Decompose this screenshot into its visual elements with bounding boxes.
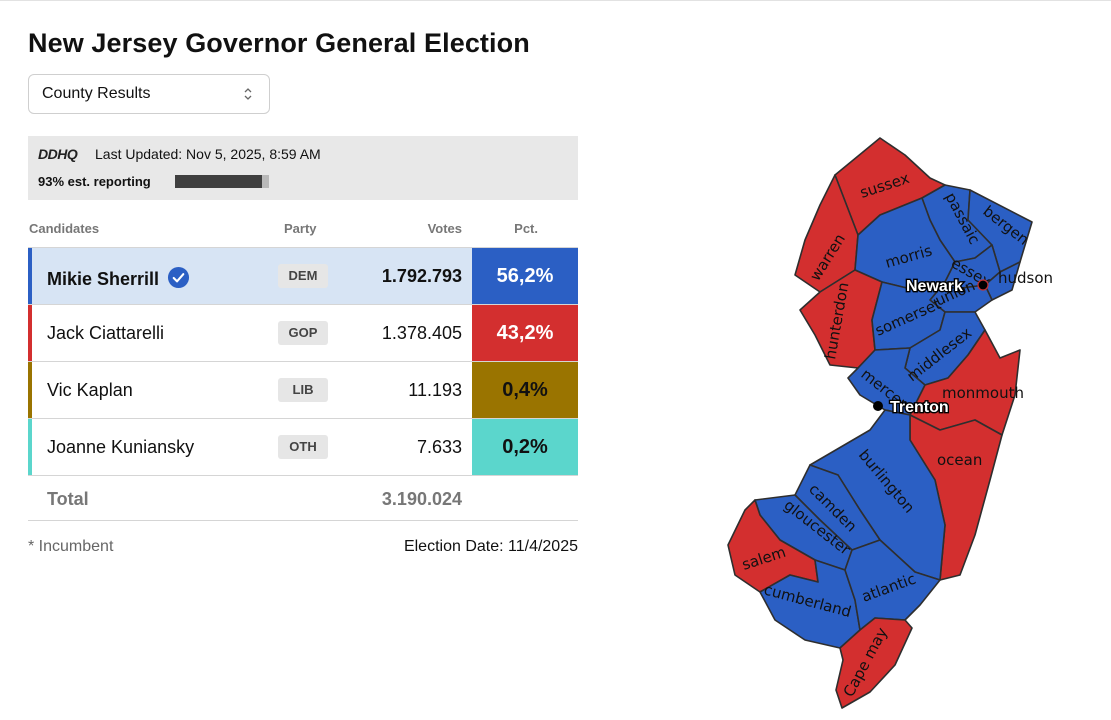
party-stripe <box>28 362 32 418</box>
header-pct: Pct. <box>514 221 538 236</box>
results-table: Candidates Party Votes Pct. Mikie Sherri… <box>28 210 578 521</box>
city-label-trenton: Trenton <box>890 399 949 416</box>
header-votes: Votes <box>427 221 462 236</box>
table-row[interactable]: Mikie Sherrill DEM 1.792.793 56,2% <box>28 247 578 304</box>
page-title: New Jersey Governor General Election <box>28 28 530 58</box>
candidate-name: Vic Kaplan <box>47 380 133 400</box>
candidate-name: Jack Ciattarelli <box>47 323 165 343</box>
table-row[interactable]: Joanne Kuniansky OTH 7.633 0,2% <box>28 418 578 475</box>
city-marker-newark <box>977 279 989 291</box>
incumbent-note: * Incumbent <box>28 538 114 555</box>
vote-percent: 0,2% <box>472 419 578 475</box>
party-badge: LIB <box>278 378 328 402</box>
county-cape-may[interactable] <box>835 617 913 709</box>
city-marker-trenton <box>873 401 883 411</box>
county-label: hudson <box>998 269 1053 287</box>
party-stripe <box>28 248 32 304</box>
county-atlantic[interactable] <box>844 539 941 631</box>
total-label: Total <box>47 489 89 509</box>
county-label: monmouth <box>942 384 1024 402</box>
vote-count: 1.792.793 <box>381 266 462 286</box>
last-updated: Last Updated: Nov 5, 2025, 8:59 AM <box>95 146 321 162</box>
vote-count: 11.193 <box>408 380 462 400</box>
county-map: sussex passaic bergen warren morris esse… <box>727 137 1053 709</box>
view-select-value: County Results <box>42 85 151 102</box>
county-label: ocean <box>937 451 982 469</box>
vote-percent: 43,2% <box>472 305 578 361</box>
table-row[interactable]: Vic Kaplan LIB 11.193 0,4% <box>28 361 578 418</box>
party-stripe <box>28 419 32 475</box>
ddhq-logo: DDHQ <box>38 146 78 162</box>
city-label-newark: Newark <box>906 278 963 295</box>
party-badge: GOP <box>278 321 328 345</box>
total-votes: 3.190.024 <box>381 489 462 509</box>
party-badge: OTH <box>278 435 328 459</box>
table-row[interactable]: Jack Ciattarelli GOP 1.378.405 43,2% <box>28 304 578 361</box>
update-panel: DDHQ Last Updated: Nov 5, 2025, 8:59 AM … <box>28 136 578 200</box>
total-row: Total 3.190.024 <box>28 475 578 521</box>
header-candidates: Candidates <box>29 221 100 236</box>
vote-percent: 56,2% <box>472 248 578 304</box>
table-header: Candidates Party Votes Pct. <box>28 210 578 247</box>
reporting-bar-fill <box>175 175 263 188</box>
candidate-name: Mikie Sherrill <box>47 266 190 290</box>
vote-count: 7.633 <box>416 437 462 457</box>
candidate-name: Joanne Kuniansky <box>47 437 195 457</box>
reporting-text: 93% est. reporting <box>38 174 151 189</box>
winner-check-icon <box>168 266 190 289</box>
party-stripe <box>28 305 32 361</box>
reporting-bar <box>175 175 269 188</box>
vote-percent: 0,4% <box>472 362 578 418</box>
chevron-updown-icon <box>244 88 252 100</box>
vote-count: 1.378.405 <box>381 323 462 343</box>
view-select[interactable]: County Results <box>28 74 270 114</box>
top-divider <box>0 0 1111 1</box>
party-badge: DEM <box>278 264 328 288</box>
election-date: Election Date: 11/4/2025 <box>403 538 578 555</box>
header-party: Party <box>284 221 317 236</box>
